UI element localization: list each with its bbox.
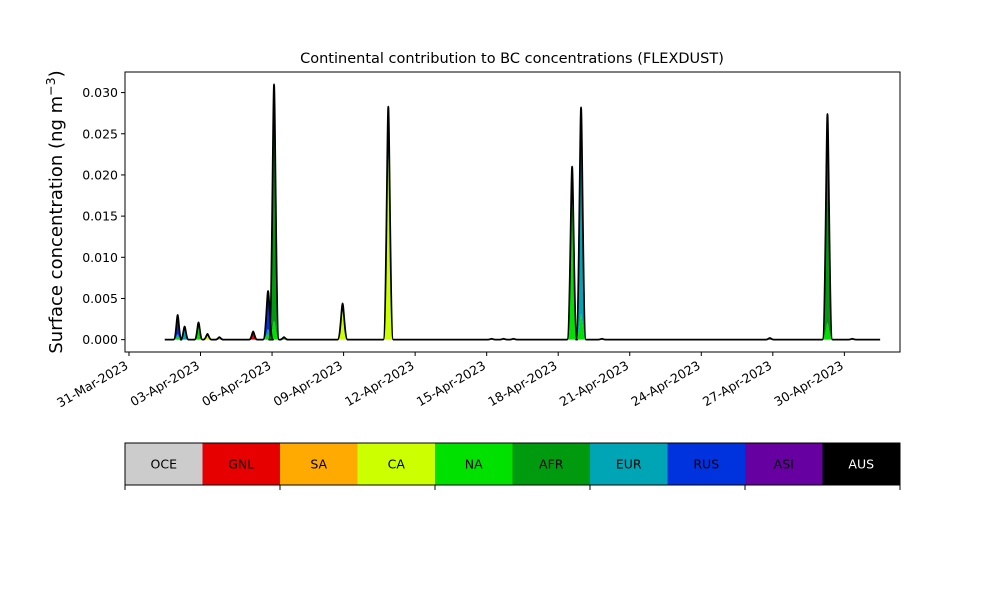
- plot-frame: [124, 71, 901, 353]
- legend-label-sa: SA: [310, 457, 327, 472]
- y-axis-label: Surface concentration (ng m−3): [43, 70, 67, 353]
- legend-swatch-rus: [667, 443, 745, 485]
- plot-background: [125, 72, 900, 352]
- area-na: [576, 314, 587, 340]
- legend-label-oce: OCE: [151, 457, 178, 472]
- legend-swatch-afr: [512, 443, 590, 485]
- area-na: [822, 323, 833, 340]
- legend-label-gnl: GNL: [228, 457, 254, 472]
- area-eur: [173, 334, 182, 340]
- legend-label-asi: ASI: [774, 457, 794, 472]
- legend-label-rus: RUS: [693, 457, 719, 472]
- y-axis: 0.000 0.005 0.010 0.015 0.020 0.025 0.030: [82, 85, 125, 347]
- legend-swatch-asi: [745, 443, 823, 485]
- y-axis-label-close: ): [46, 70, 67, 77]
- legend-label-na: NA: [465, 457, 483, 472]
- legend-frame: [124, 442, 901, 486]
- legend-label-ca: CA: [388, 457, 406, 472]
- area-na: [173, 336, 182, 340]
- legend-swatch-gnl: [202, 443, 280, 485]
- y-tick-label: 0.000: [82, 332, 118, 347]
- y-tick-label: 0.025: [82, 126, 118, 141]
- y-tick-label: 0.030: [82, 85, 118, 100]
- legend-swatch-ca: [357, 443, 435, 485]
- total-line-layer: [164, 83, 881, 341]
- chart-title: Continental contribution to BC concentra…: [300, 51, 724, 67]
- plot-area: [124, 71, 901, 353]
- y-tick-label: 0.020: [82, 167, 118, 182]
- legend-swatch-aus: [822, 443, 900, 485]
- legend-label-afr: AFR: [539, 457, 564, 472]
- legend-swatch-na: [435, 443, 513, 485]
- legend-label-eur: EUR: [616, 457, 642, 472]
- total-concentration-line: [164, 83, 881, 341]
- legend-swatch-sa: [280, 443, 358, 485]
- y-tick-label: 0.010: [82, 250, 118, 265]
- legend-label-aus: AUS: [848, 457, 874, 472]
- y-tick-label: 0.005: [82, 291, 118, 306]
- y-axis-label-main: Surface concentration (ng m: [46, 96, 67, 354]
- legend-colorbar: OCE GNL SA CA NA AFR EUR RUS ASI AUS: [124, 442, 901, 490]
- y-tick-label: 0.015: [82, 209, 118, 224]
- y-axis-label-exponent: −3: [43, 77, 58, 95]
- legend-swatch-oce: [125, 443, 203, 485]
- legend-swatch-eur: [590, 443, 668, 485]
